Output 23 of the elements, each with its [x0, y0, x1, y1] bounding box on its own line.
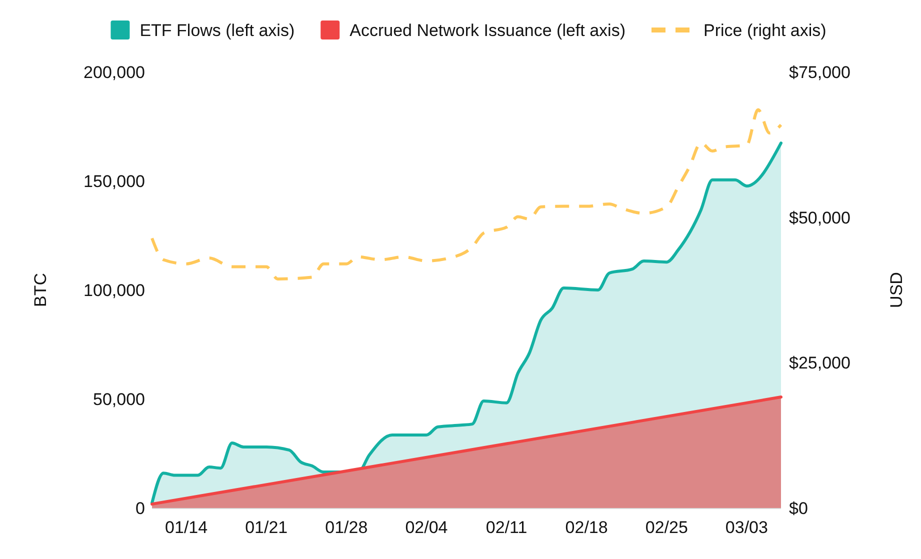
y-tick-label: 100,000 [84, 280, 145, 300]
y-tick-label: 200,000 [84, 62, 145, 82]
y2-tick-label: $50,000 [789, 208, 850, 228]
y-tick-label: 50,000 [93, 390, 145, 409]
y-axis-title: BTC [31, 273, 50, 307]
x-tick-label: 01/14 [165, 518, 208, 537]
x-tick-label: 01/21 [245, 518, 288, 537]
y-tick-label: 150,000 [84, 172, 145, 191]
y2-axis-title: USD [887, 272, 906, 308]
legend-label: Price (right axis) [703, 20, 826, 40]
x-tick-label: 01/28 [325, 518, 368, 537]
y2-tick-label: $0 [789, 498, 808, 518]
x-tick-label: 02/25 [645, 518, 688, 537]
x-tick-label: 02/04 [405, 518, 448, 537]
y2-tick-label: $75,000 [789, 62, 850, 82]
line-series [150, 108, 782, 280]
x-tick-label: 03/03 [725, 518, 768, 537]
legend-label: Accrued Network Issuance (left axis) [350, 20, 626, 40]
legend-label: ETF Flows (left axis) [140, 20, 295, 40]
y-tick-label: 0 [136, 498, 145, 518]
y2-tick-label: $25,000 [789, 354, 850, 373]
x-tick-label: 02/18 [565, 518, 608, 537]
x-tick-label: 02/11 [486, 518, 528, 537]
